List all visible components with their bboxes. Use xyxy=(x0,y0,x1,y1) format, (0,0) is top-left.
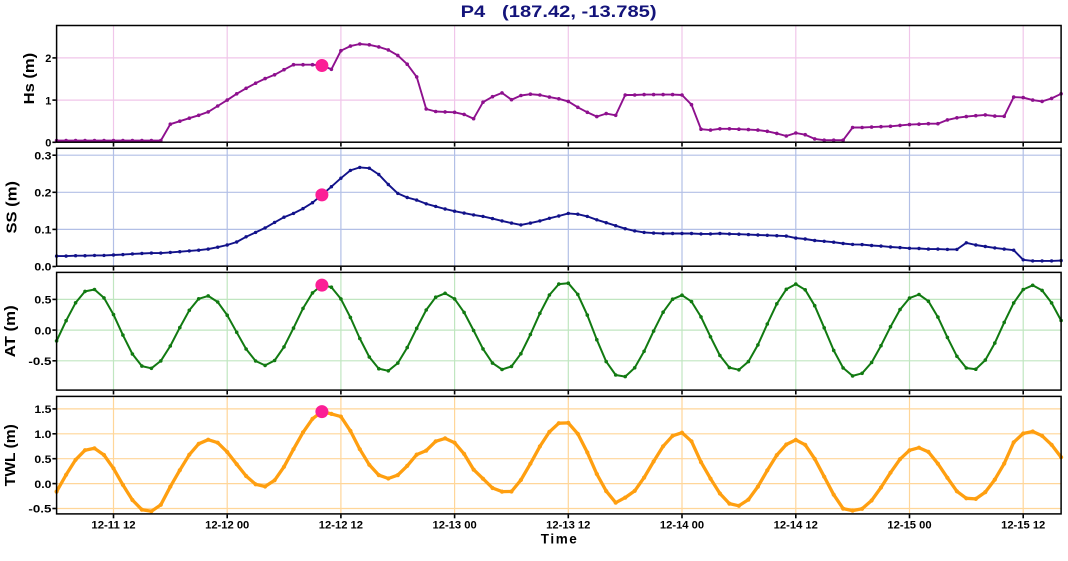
svg-text:AT (m): AT (m) xyxy=(2,305,19,357)
svg-text:2: 2 xyxy=(45,53,51,65)
svg-text:0: 0 xyxy=(45,138,51,150)
svg-text:12-15 00: 12-15 00 xyxy=(887,520,931,532)
svg-text:0.5: 0.5 xyxy=(34,454,51,466)
svg-text:-0.5: -0.5 xyxy=(28,504,51,516)
svg-text:Time: Time xyxy=(541,532,577,547)
svg-text:12-14 00: 12-14 00 xyxy=(660,520,704,532)
svg-text:0.5: 0.5 xyxy=(34,295,51,307)
svg-text:0.0: 0.0 xyxy=(34,479,51,491)
svg-text:Hs (m): Hs (m) xyxy=(21,53,38,105)
svg-text:1.5: 1.5 xyxy=(34,404,51,416)
svg-text:12-12 12: 12-12 12 xyxy=(319,520,363,532)
svg-text:0.3: 0.3 xyxy=(34,150,51,162)
svg-text:-0.5: -0.5 xyxy=(28,356,51,368)
svg-text:12-12 00: 12-12 00 xyxy=(205,520,249,532)
svg-text:0.0: 0.0 xyxy=(34,325,51,337)
svg-text:12-15 12: 12-15 12 xyxy=(1001,520,1045,532)
svg-text:12-13 12: 12-13 12 xyxy=(546,520,590,532)
svg-text:12-13 00: 12-13 00 xyxy=(433,520,477,532)
svg-text:SS (m): SS (m) xyxy=(3,181,20,234)
svg-text:P4 (187.42, -13.785): P4 (187.42, -13.785) xyxy=(461,2,657,21)
svg-text:0.0: 0.0 xyxy=(34,262,51,274)
svg-text:TWL (m): TWL (m) xyxy=(2,424,19,486)
svg-text:1: 1 xyxy=(45,95,51,107)
svg-text:12-11 12: 12-11 12 xyxy=(91,520,135,532)
svg-text:0.1: 0.1 xyxy=(34,225,51,237)
svg-text:1.0: 1.0 xyxy=(34,429,51,441)
svg-text:12-14 12: 12-14 12 xyxy=(774,520,818,532)
svg-text:0.2: 0.2 xyxy=(34,188,51,200)
